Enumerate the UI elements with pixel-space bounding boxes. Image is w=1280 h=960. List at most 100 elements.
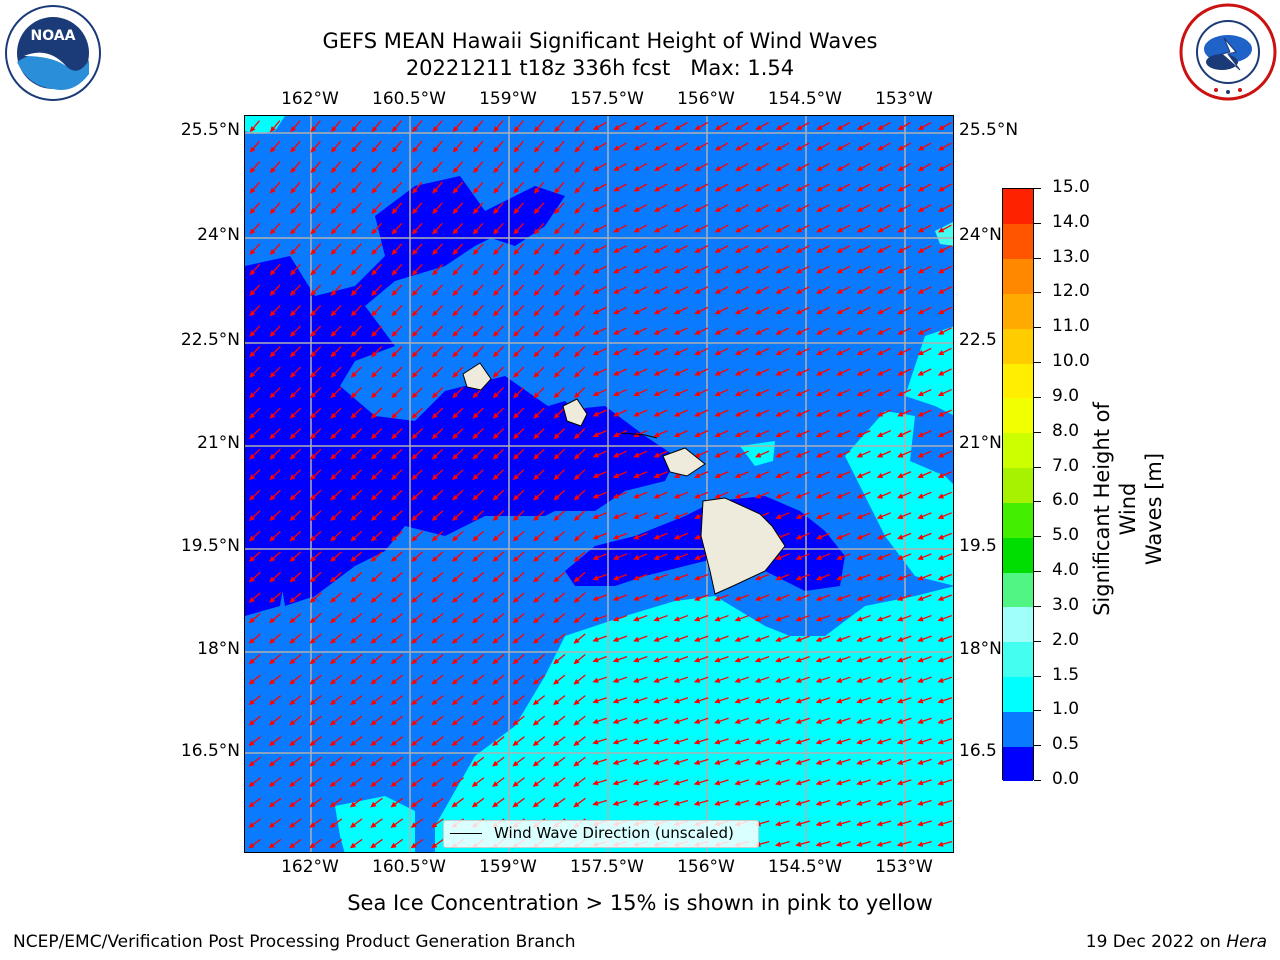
wind-arrow-head [876,596,883,601]
wind-arrow-head [734,268,741,274]
wind-arrow-head [451,617,458,624]
wind-arrow-head [896,821,903,827]
wind-arrow-head [513,331,519,337]
wind-arrow-head [795,636,802,642]
wind-arrow-head [249,290,256,296]
wind-arrow-head [533,290,540,296]
lon-label-top-3: 157.5°W [570,89,644,109]
wind-arrow-head [754,800,761,806]
wind-arrow-head [754,677,761,683]
wind-arrow-head [592,166,600,171]
wind-arrow-head [553,413,560,419]
island-maui [662,447,706,477]
wind-arrow-head [592,677,599,683]
colorbar-tick-label: 10.0 [1052,351,1090,372]
wind-arrow-head [836,493,843,499]
lat-label-left-1: 24°N [197,225,240,245]
wind-arrow-head [734,493,741,499]
wind-arrow-head [734,473,741,478]
wind-arrow-head [330,556,336,562]
wind-arrow-head [775,616,782,622]
wind-arrow-head [714,452,721,458]
wind-arrow-head [815,575,822,581]
wind-arrow-head [835,698,843,704]
wind-arrow-head [653,596,660,601]
wind-arrow-head [896,759,903,765]
wind-arrow-head [512,556,519,562]
wind-arrow-head [574,392,580,399]
wind-arrow-head [917,657,924,663]
colorbar-tick-mark [1034,745,1041,747]
wind-arrow-head [673,575,680,581]
wind-arrow-head [370,453,377,460]
wind-arrow-head [877,268,884,274]
wind-arrow-head [653,718,660,724]
wind-arrow-head [289,802,295,808]
wind-arrow-head [633,268,640,274]
wind-arrow-head [877,227,884,233]
wind-arrow-head [755,125,762,131]
wind-arrow-head [917,718,924,724]
wind-arrow-head [714,657,721,663]
map-canvas [245,116,953,852]
lat-label-right-1: 24°N [959,225,1002,245]
wind-arrow-head [674,309,681,315]
wind-arrow-head [755,329,762,335]
wind-arrow-head [613,145,620,151]
wind-arrow-head [269,494,276,501]
wind-arrow-head [492,617,499,624]
wind-arrow-head [452,474,458,481]
wind-arrow-head [612,759,619,765]
wind-arrow-head [410,802,417,808]
wind-arrow-head [815,800,822,806]
wind-arrow-head [391,269,398,276]
map-panel[interactable]: Wind Wave Direction (unscaled) [244,115,954,853]
wind-arrow-head [330,474,337,481]
wind-arrow-head [370,658,377,665]
wind-arrow-head [532,761,539,767]
colorbar-tick-mark [1034,188,1041,189]
wind-arrow-head [633,125,640,131]
wind-arrow-head [735,145,742,151]
wind-arrow-head [533,515,539,521]
wind-arrow-head [289,781,296,787]
colorbar-label-line2: Waves [m] [1142,452,1166,566]
wind-arrow-head [633,227,640,233]
wind-arrow-head [937,247,945,253]
wind-arrow-head [612,739,619,745]
wind-arrow-head [673,780,680,786]
wind-arrow-head [431,842,438,849]
wind-arrow-head [612,718,619,724]
wind-arrow-head [592,534,599,540]
wind-arrow-head [351,126,357,133]
wind-arrow-head [350,617,357,624]
wind-arrow-head [734,596,741,601]
wind-arrow-head [309,658,316,665]
wind-arrow-head [248,617,255,624]
wind-arrow-head [350,331,357,337]
wind-arrow-head [289,720,296,726]
wind-arrow-head [754,739,761,745]
wind-arrow-head [856,370,863,376]
wind-arrow-head [775,759,782,765]
wind-arrow-head [249,494,255,501]
wind-arrow-head [714,145,721,151]
wind-arrow-head [734,452,741,458]
wind-arrow-head [512,761,519,767]
wind-arrow-head [391,494,397,501]
wind-arrow-head [350,351,357,358]
wind-arrow-head [714,616,721,622]
wind-arrow-head [452,228,459,235]
colorbar-tick-label: 14.0 [1052,211,1090,232]
colorbar-segment [1003,467,1033,503]
wind-arrow-head [573,515,580,521]
wind-arrow-head [917,677,924,683]
wind-arrow-head [452,249,459,256]
wind-arrow-head [754,596,761,601]
wind-arrow-head [330,372,337,378]
wind-arrow-head [371,228,377,235]
wind-arrow-head [592,657,599,663]
wind-arrow-head [391,474,397,481]
wind-arrow-head [248,679,255,685]
wind-arrow-head [350,310,357,317]
